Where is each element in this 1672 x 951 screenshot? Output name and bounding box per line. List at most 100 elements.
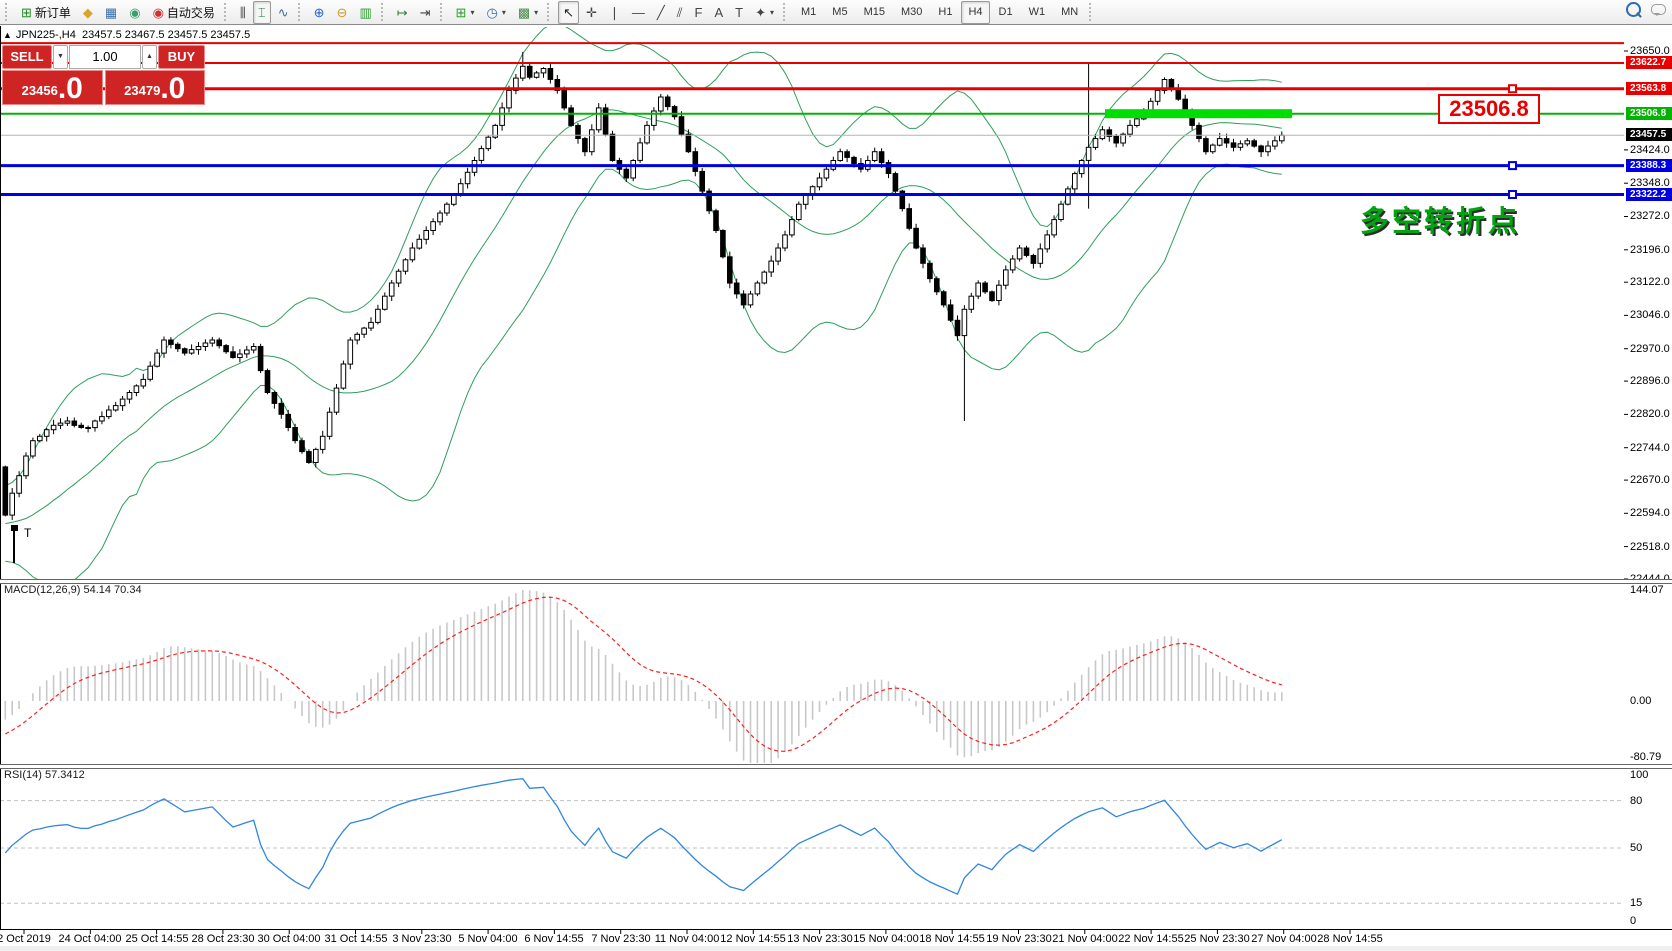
toolbar: ⊞ 新订单 ◆ ▦ ◉ ◉ 自动交易 ⫼ ⌶ ∿ ⊕ ⊖ ▥ ↦ ⇥ ⊞ ▾ ◷ ▾ ▩ ▾ ↖ ✛ ❘ — ╱ ⫽ F A T ✦ ▾ M1 M… <box>0 0 1672 25</box>
fibonacci-button[interactable]: F <box>690 1 708 24</box>
candle-body <box>878 151 885 164</box>
shapes-button[interactable]: ✦ ▾ <box>750 1 779 24</box>
volume-decrease-button[interactable]: ▼ <box>53 45 68 69</box>
macd-signal-line <box>5 596 1282 752</box>
new-order-button[interactable]: ⊞ 新订单 <box>16 1 76 24</box>
sell-price[interactable]: 23456.0 <box>2 70 103 105</box>
price-line-badge: 23322.2 <box>1626 188 1672 201</box>
candle-body <box>181 348 188 354</box>
line-handle[interactable] <box>1508 161 1517 171</box>
candle-body <box>1175 88 1182 100</box>
support-highlight-bar[interactable] <box>1105 109 1292 119</box>
buy-button[interactable]: BUY <box>158 45 205 69</box>
timeframe-h1-button[interactable]: H1 <box>938 6 953 18</box>
zoom-out-button[interactable]: ⊖ <box>332 1 353 24</box>
timeframe-mn-button[interactable]: MN <box>1061 6 1079 18</box>
chart-shift-button[interactable]: ⇥ <box>415 1 436 24</box>
dropdown-caret-icon: ▾ <box>470 7 475 17</box>
candlestick-chart-button[interactable]: ⌶ <box>252 0 271 24</box>
current-price-badge: 23457.5 <box>1626 128 1672 141</box>
candle-body <box>692 151 699 172</box>
new-chart-button[interactable]: ⊞ ▾ <box>451 1 480 24</box>
new-chart-icon: ⊞ <box>455 4 467 20</box>
timeframe-d1-button[interactable]: D1 <box>998 6 1013 18</box>
timeframe-w1-button[interactable]: W1 <box>1028 6 1046 18</box>
candle-body <box>492 124 498 138</box>
price-callout-label[interactable]: 23506.8 <box>1438 94 1540 124</box>
buy-price-big: .0 <box>160 72 186 105</box>
text-button[interactable]: A <box>709 1 728 24</box>
candle-body <box>1272 140 1278 147</box>
channel-button[interactable]: ⫽ <box>672 1 688 24</box>
period-clock-button[interactable]: ◷ ▾ <box>481 1 510 24</box>
search-icon[interactable] <box>1626 2 1641 17</box>
candle-body <box>782 234 788 249</box>
toolbar-right <box>1626 2 1666 17</box>
candle-body <box>57 422 64 426</box>
line-handle[interactable] <box>1508 84 1517 94</box>
candle-body <box>285 413 291 428</box>
text-object-anchor[interactable]: T <box>24 526 32 540</box>
macd-axis-label: 0.00 <box>1630 695 1652 707</box>
pane-separator[interactable] <box>0 764 1672 769</box>
sell-price-small: 23456 <box>21 83 58 98</box>
chat-icon[interactable] <box>1651 4 1666 16</box>
line-chart-button[interactable]: ∿ <box>273 1 294 24</box>
candle-body <box>368 321 374 329</box>
autotrading-button[interactable]: ◉ 自动交易 <box>148 1 220 24</box>
text-label-button[interactable]: T <box>730 1 748 24</box>
volume-increase-button[interactable]: ▲ <box>142 45 157 69</box>
timeframe-m15-button[interactable]: M15 <box>863 6 885 18</box>
candle-body <box>209 339 216 344</box>
autotrading-label: 自动交易 <box>166 5 215 20</box>
timeframe-m30-button[interactable]: M30 <box>900 6 923 18</box>
price-tick-label: 22670.0 <box>1630 474 1670 486</box>
price-tick-label: 22820.0 <box>1630 408 1670 420</box>
trendline-button[interactable]: ╱ <box>652 1 670 24</box>
bar-chart-button[interactable]: ⫼ <box>235 1 251 24</box>
tile-windows-button[interactable]: ▥ <box>354 1 376 24</box>
crosshair-button[interactable]: ✛ <box>581 1 602 24</box>
candle-body <box>1085 146 1092 161</box>
zoom-in-button[interactable]: ⊕ <box>309 1 330 24</box>
time-axis-label: 25 Nov 23:30 <box>1184 933 1250 945</box>
template-button[interactable]: ▩ ▾ <box>513 1 543 24</box>
candle-body <box>554 79 561 91</box>
pane-separator[interactable] <box>0 579 1672 584</box>
navigator-button[interactable]: ◉ <box>124 1 145 24</box>
auto-scroll-button[interactable]: ↦ <box>392 1 413 24</box>
candle-body <box>402 259 409 272</box>
timeframe-m5-button[interactable]: M5 <box>832 6 848 18</box>
market-watch-button[interactable]: ▦ <box>100 1 122 24</box>
candle-body <box>319 435 326 450</box>
candle-body <box>733 282 740 295</box>
candle-body <box>934 278 940 293</box>
line-handle[interactable] <box>1508 190 1517 199</box>
collapse-triangle-icon[interactable]: ▲ <box>3 30 12 40</box>
text-object-handle[interactable] <box>11 525 18 531</box>
timeframe-h4-button[interactable]: H4 <box>961 0 990 24</box>
timeframe-m1-button[interactable]: M1 <box>801 6 817 18</box>
profile-button[interactable]: ◆ <box>78 1 98 24</box>
price-tick-label: 22896.0 <box>1630 375 1670 387</box>
toolbar-separator <box>783 3 790 21</box>
text-icon: A <box>714 4 724 20</box>
candle-body <box>451 195 457 205</box>
candle-body <box>230 351 236 358</box>
candle-body <box>913 227 919 249</box>
candle-body <box>133 385 140 393</box>
volume-input[interactable]: 1.00 <box>69 45 141 69</box>
chinese-annotation-text[interactable]: 多空转折点 <box>1360 206 1521 238</box>
dropdown-caret-icon: ▾ <box>501 7 506 17</box>
candle-body <box>423 230 429 240</box>
candle-body <box>651 110 657 126</box>
candle-body <box>1230 142 1237 148</box>
price-tick-label: 23348.0 <box>1630 177 1670 189</box>
sell-button[interactable]: SELL <box>2 45 52 69</box>
vertical-line-button[interactable]: ❘ <box>604 1 625 24</box>
cursor-button[interactable]: ↖ <box>558 0 580 24</box>
horizontal-line-button[interactable]: — <box>627 1 650 24</box>
price-line-badge: 23622.7 <box>1626 56 1672 69</box>
buy-price[interactable]: 23479.0 <box>104 70 205 105</box>
